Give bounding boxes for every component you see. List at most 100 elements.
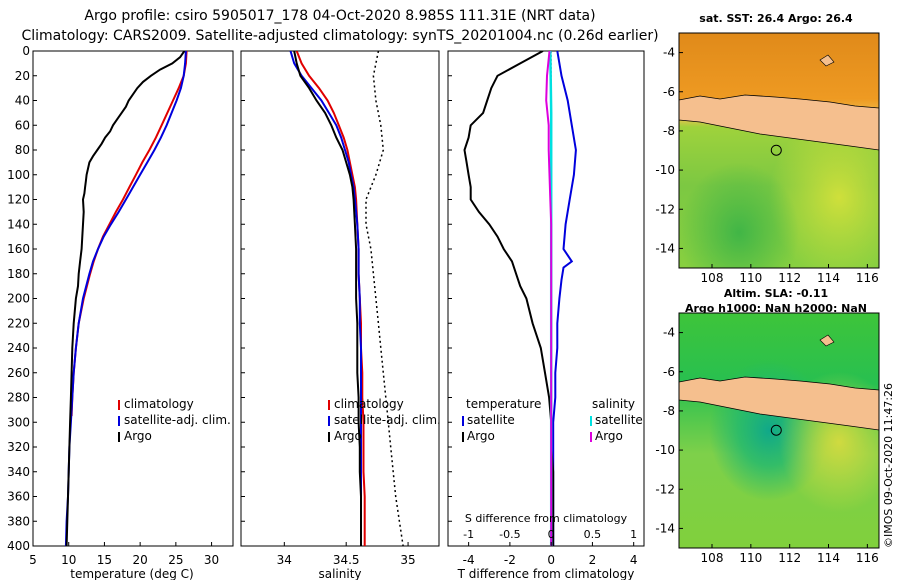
depth-tick-label: 20 <box>15 69 30 83</box>
lon-tick-label: 114 <box>817 551 840 565</box>
lon-tick-label: 116 <box>856 551 879 565</box>
series-line-t-argo <box>463 51 555 546</box>
lon-tick-label: 112 <box>778 551 801 565</box>
temperature-x-axis: 5 10 15 20 25 30 <box>29 542 219 567</box>
series-line-climatology-dotted- <box>365 51 404 546</box>
x-tick-label: 10 <box>61 553 76 567</box>
legend-s-satellite: satellite <box>595 413 643 427</box>
depth-tick-label: 200 <box>7 292 30 306</box>
difference-xlabel: T difference from climatology <box>457 567 635 580</box>
depth-tick-label: 400 <box>7 539 30 553</box>
legend-salinity: salinity <box>592 397 635 411</box>
lat-tick-label: -12 <box>655 202 675 216</box>
legend-t-satellite: satellite <box>467 413 515 427</box>
depth-tick-label: 140 <box>7 217 30 231</box>
depth-tick-label: 0 <box>22 44 30 58</box>
depth-tick-label: 340 <box>7 465 30 479</box>
series-line-s-argo <box>545 51 553 546</box>
x2-tick-label: -1 <box>463 528 474 541</box>
difference-xlabel2: S difference from climatology <box>465 512 628 525</box>
depth-tick-label: 220 <box>7 316 30 330</box>
lat-tick-label: -10 <box>655 163 675 177</box>
salinity-xlabel: salinity <box>318 567 361 580</box>
legend-s-argo: Argo <box>595 429 623 443</box>
salinity-legend: climatology satellite-adj. clim. Argo <box>328 397 441 443</box>
temperature-lines <box>64 51 188 546</box>
salinity-lines <box>289 51 404 546</box>
legend-climatology: climatology <box>334 397 404 411</box>
legend-t-argo: Argo <box>467 429 495 443</box>
lon-tick-label: 116 <box>856 271 879 285</box>
depth-tick-label: 360 <box>7 490 30 504</box>
x-tick-label: 0 <box>547 553 555 567</box>
imos-watermark: ©IMOS 09-Oct-2020 11:47:26 <box>882 383 895 548</box>
x-tick-label: 2 <box>589 553 597 567</box>
lat-tick-label: -14 <box>655 521 675 535</box>
depth-tick-label: 180 <box>7 267 30 281</box>
sla-map-subtitle: Argo h1000: NaN h2000: NaN <box>685 302 867 315</box>
x-tick-label: -2 <box>504 553 516 567</box>
x2-tick-label: 1 <box>630 528 637 541</box>
temperature-legend: climatology satellite-adj. clim. Argo <box>118 397 231 443</box>
depth-tick-label: 40 <box>15 94 30 108</box>
lat-tick-label: -4 <box>663 326 675 340</box>
series-line-satellite-adj-clim- <box>289 51 362 546</box>
lat-tick-label: -4 <box>663 46 675 60</box>
depth-tick-label: 80 <box>15 143 30 157</box>
depth-tick-label: 160 <box>7 242 30 256</box>
series-line-climatology <box>70 51 188 417</box>
lon-tick-label: 108 <box>701 271 724 285</box>
x2-tick-label: 0.5 <box>584 528 602 541</box>
salinity-x-axis: 34 34.5 35 <box>277 542 416 567</box>
depth-tick-label: 240 <box>7 341 30 355</box>
lon-tick-label: 110 <box>739 271 762 285</box>
x-tick-label: 34 <box>277 553 292 567</box>
legend-temperature: temperature <box>466 397 541 411</box>
lat-tick-label: -6 <box>663 365 675 379</box>
java-island <box>679 376 879 431</box>
lat-tick-label: -12 <box>655 482 675 496</box>
lon-tick-label: 108 <box>701 551 724 565</box>
depth-axis-ticks: 0 20 40 60 80 100 120 140 160 180 200 220 240 260 280 3… <box>7 44 452 553</box>
sla-map-frame <box>678 312 880 549</box>
sst-map-title: sat. SST: 26.4 Argo: 26.4 <box>699 12 853 25</box>
x-tick-label: 20 <box>133 553 148 567</box>
sla-map <box>679 313 879 548</box>
lon-tick-label: 112 <box>778 271 801 285</box>
sla-argo-marker <box>770 424 782 436</box>
difference-x-axis: -4 -2 0 2 4 -1 -0.5 0 0.5 1 <box>463 528 638 567</box>
difference-legend: temperature satellite Argo salinity sate… <box>462 397 643 443</box>
lat-tick-label: -6 <box>663 85 675 99</box>
series-line-argo <box>293 51 362 546</box>
series-line-argo <box>65 51 186 546</box>
series-line-t-satellite <box>552 51 577 546</box>
depth-tick-label: 260 <box>7 366 30 380</box>
depth-tick-label: 380 <box>7 514 30 528</box>
sla-map-ticks: 108 110 112 114 116 -4 -6 -8 -10 -12 -14 <box>655 326 878 565</box>
lat-tick-label: -8 <box>663 124 675 138</box>
temperature-panel <box>32 50 234 547</box>
depth-tick-label: 280 <box>7 391 30 405</box>
salinity-panel <box>240 50 440 547</box>
legend-argo: Argo <box>124 429 152 443</box>
difference-lines <box>463 51 577 546</box>
x-tick-label: 34.5 <box>333 553 360 567</box>
x2-tick-label: -0.5 <box>499 528 520 541</box>
figure-title-line2: Climatology: CARS2009. Satellite-adjuste… <box>21 28 658 44</box>
depth-tick-label: 60 <box>15 118 30 132</box>
depth-tick-label: 300 <box>7 415 30 429</box>
depth-tick-label: 320 <box>7 440 30 454</box>
legend-satellite: satellite-adj. clim. <box>124 413 231 427</box>
x-tick-label: 4 <box>630 553 638 567</box>
figure-title-line1: Argo profile: csiro 5905017_178 04-Oct-2… <box>84 8 595 24</box>
lon-tick-label: 114 <box>817 271 840 285</box>
lat-tick-label: -10 <box>655 443 675 457</box>
sst-map-ticks: 108 110 112 114 116 -4 -6 -8 -10 -12 -14 <box>655 46 878 285</box>
legend-satellite: satellite-adj. clim. <box>334 413 441 427</box>
lat-tick-label: -8 <box>663 404 675 418</box>
sst-map <box>679 33 879 268</box>
depth-tick-label: 100 <box>7 168 30 182</box>
x2-tick-label: 0 <box>548 528 555 541</box>
x-tick-label: 30 <box>204 553 219 567</box>
